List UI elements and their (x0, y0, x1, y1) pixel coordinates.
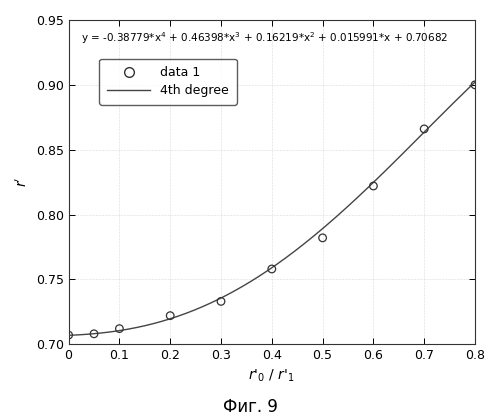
X-axis label: $\it{r}$$'_0$ / $\it{r}$$'_1$: $\it{r}$$'_0$ / $\it{r}$$'_1$ (248, 368, 295, 384)
Text: Фиг. 9: Фиг. 9 (222, 398, 278, 416)
Point (166, 312, 174, 319)
Point (64, 332, 72, 339)
Point (420, 126, 428, 132)
Legend: data 1, 4th degree: data 1, 4th degree (99, 59, 236, 105)
Point (370, 183, 378, 189)
Point (471, 81, 479, 88)
Text: y = -0.38779*x$^4$ + 0.46398*x$^3$ + 0.16219*x$^2$ + 0.015991*x + 0.70682: y = -0.38779*x$^4$ + 0.46398*x$^3$ + 0.1… (81, 30, 448, 45)
Point (116, 325, 124, 332)
Point (90, 331, 98, 337)
Point (268, 265, 276, 272)
Y-axis label: $\it{r}$$'$: $\it{r}$$'$ (15, 177, 30, 187)
Point (217, 298, 225, 305)
Point (318, 234, 326, 241)
